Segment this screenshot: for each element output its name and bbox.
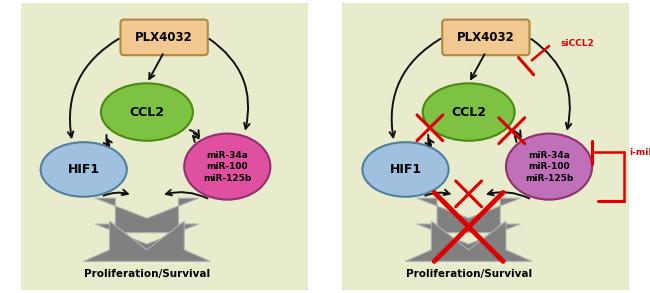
FancyBboxPatch shape — [120, 20, 208, 55]
FancyBboxPatch shape — [442, 20, 530, 55]
FancyBboxPatch shape — [18, 0, 311, 293]
Text: PLX4032: PLX4032 — [135, 31, 193, 44]
Text: HIF1: HIF1 — [389, 163, 422, 176]
Text: miR-34a: miR-34a — [528, 151, 570, 160]
Text: miR-100: miR-100 — [207, 162, 248, 171]
Text: i-miR: i-miR — [629, 148, 650, 157]
Ellipse shape — [422, 83, 515, 141]
Ellipse shape — [506, 134, 592, 200]
FancyBboxPatch shape — [339, 0, 632, 293]
Text: Proliferation/Survival: Proliferation/Survival — [84, 269, 210, 279]
Text: miR-34a: miR-34a — [206, 151, 248, 160]
Ellipse shape — [184, 134, 270, 200]
Text: PLX4032: PLX4032 — [457, 31, 515, 44]
Text: CCL2: CCL2 — [451, 105, 486, 119]
Polygon shape — [95, 198, 199, 233]
Text: miR-125b: miR-125b — [525, 173, 573, 183]
Text: miR-125b: miR-125b — [203, 173, 252, 183]
Polygon shape — [84, 221, 210, 261]
Ellipse shape — [101, 83, 193, 141]
Polygon shape — [95, 224, 199, 258]
Polygon shape — [417, 224, 521, 258]
Text: miR-100: miR-100 — [528, 162, 570, 171]
Text: CCL2: CCL2 — [129, 105, 164, 119]
Text: HIF1: HIF1 — [68, 163, 100, 176]
Text: siCCL2: siCCL2 — [560, 39, 594, 48]
Text: Proliferation/Survival: Proliferation/Survival — [406, 269, 532, 279]
Polygon shape — [417, 198, 521, 233]
Ellipse shape — [41, 142, 127, 197]
Ellipse shape — [363, 142, 448, 197]
Polygon shape — [406, 221, 532, 261]
